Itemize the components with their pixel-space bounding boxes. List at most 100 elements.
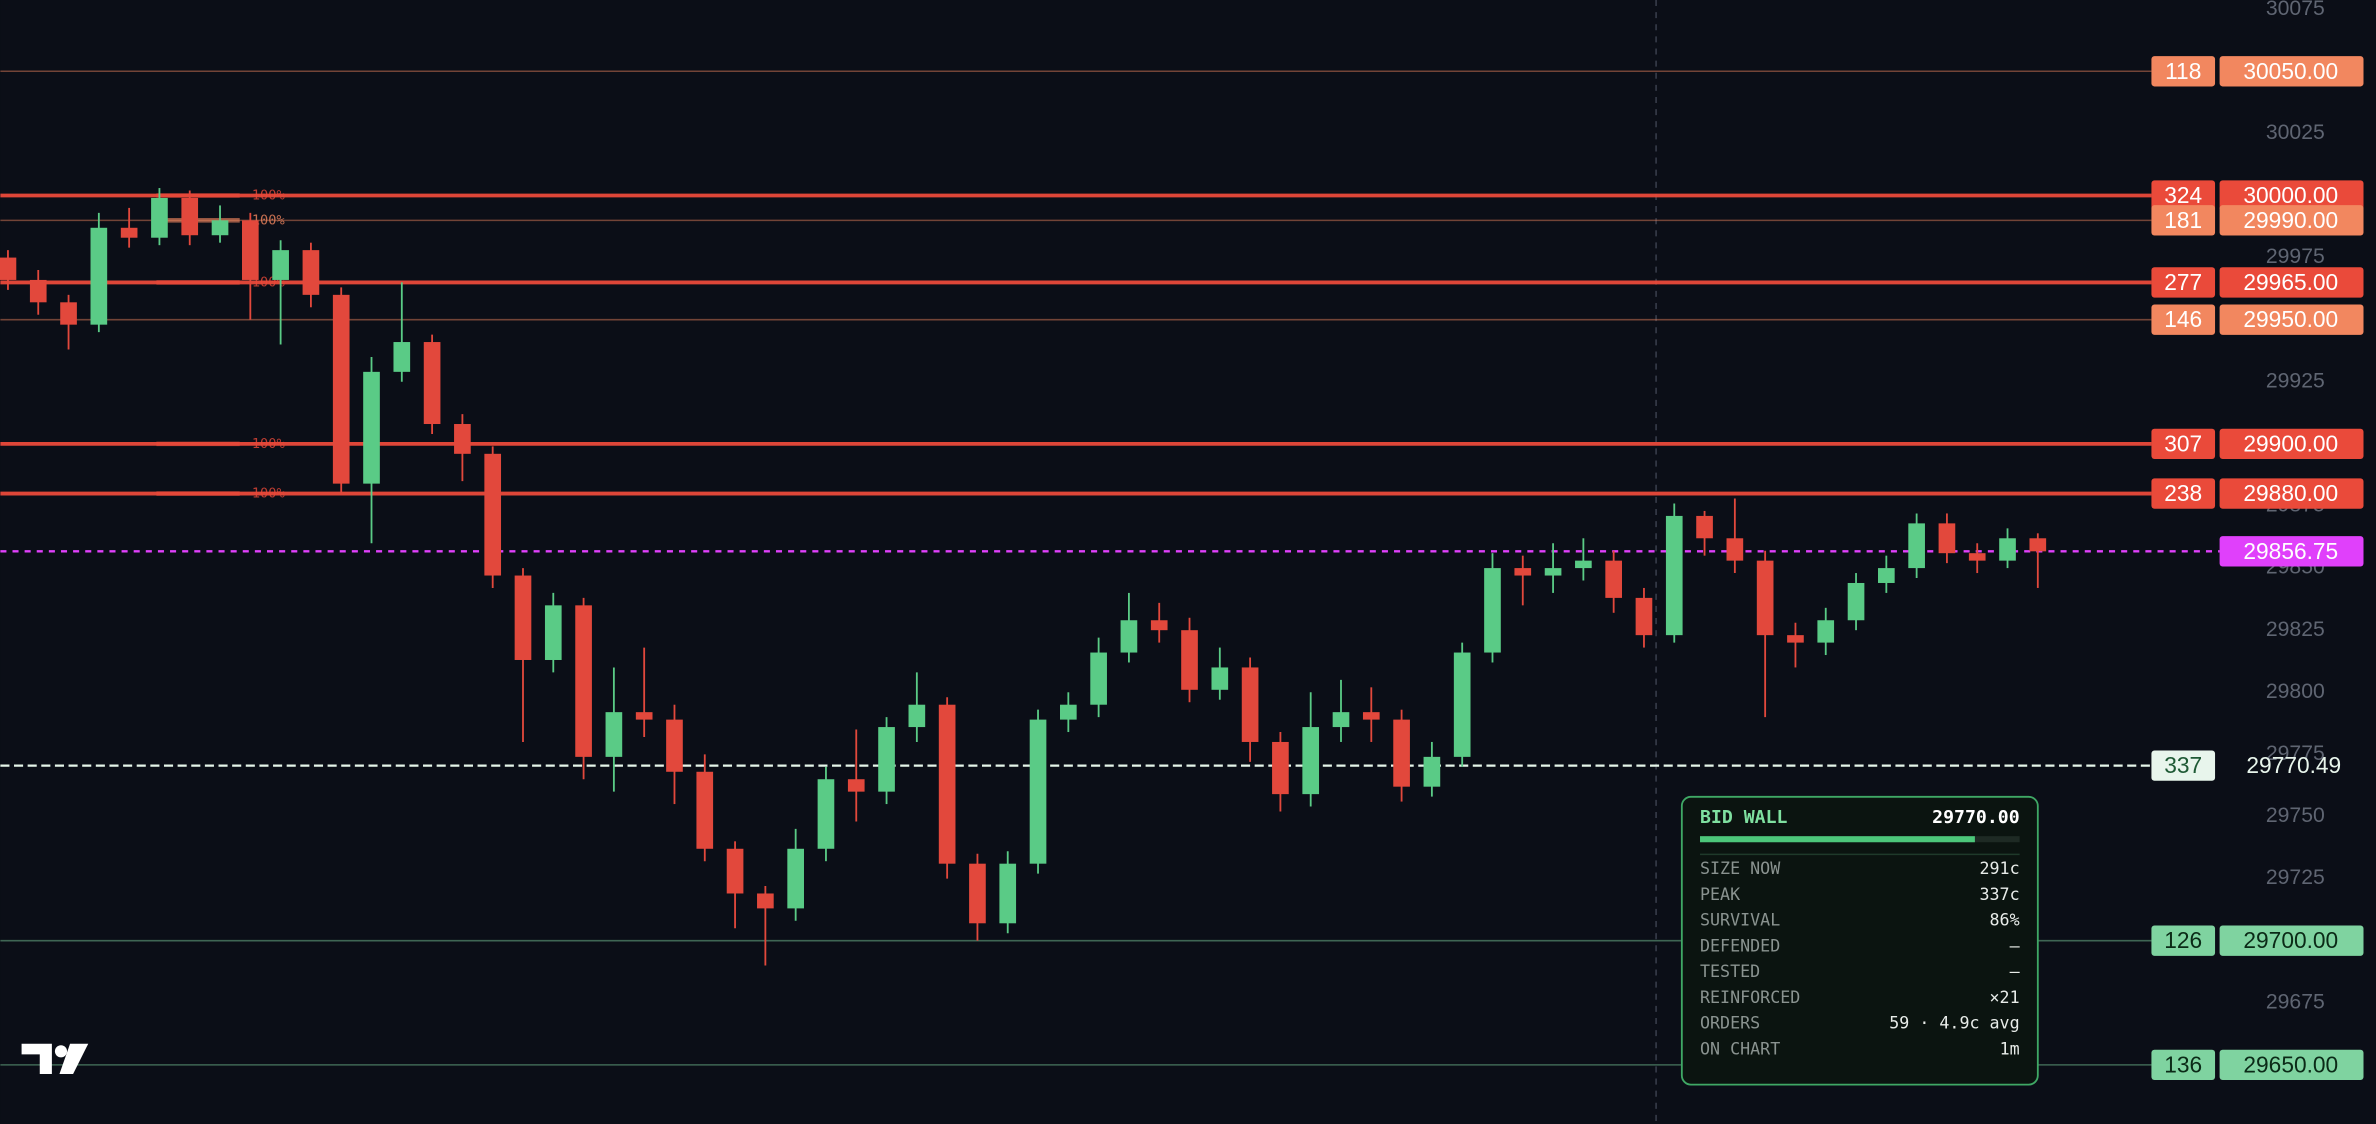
candle-body bbox=[908, 704, 926, 728]
candle-body bbox=[1241, 667, 1259, 742]
tooltip-box bbox=[1680, 795, 2039, 1086]
candle-body bbox=[1999, 538, 2016, 561]
candle-body bbox=[1453, 652, 1471, 757]
levels: 100%100%100%100%100% bbox=[0, 62, 2220, 1074]
y-tick-label: 29800 bbox=[2266, 680, 2325, 703]
candle-body bbox=[272, 250, 289, 280]
y-tick-label: 29825 bbox=[2266, 618, 2325, 641]
fill-label: 100% bbox=[252, 212, 285, 228]
price-tag bbox=[2219, 1049, 2364, 1081]
y-tick-label: 30075 bbox=[2266, 0, 2325, 20]
price-label: 29700.00 bbox=[2243, 927, 2338, 953]
price-tag bbox=[2219, 205, 2364, 236]
candle-body bbox=[1181, 630, 1198, 690]
candle-body bbox=[969, 863, 986, 924]
tooltip-key: TESTED bbox=[1700, 962, 1760, 981]
y-tick-label: 29750 bbox=[2266, 804, 2325, 827]
candle-body bbox=[1211, 667, 1229, 690]
candle-body bbox=[60, 302, 77, 325]
candle-body bbox=[1878, 568, 1895, 583]
fill-label: 100% bbox=[252, 436, 285, 452]
candle-body bbox=[120, 227, 138, 238]
tooltip-key: ORDERS bbox=[1700, 1014, 1760, 1033]
size-tag bbox=[2151, 428, 2216, 460]
price-label: 29880.00 bbox=[2243, 480, 2338, 506]
price-label: 30050.00 bbox=[2243, 58, 2338, 84]
tooltip-key: ON CHART bbox=[1700, 1039, 1780, 1058]
candle-body bbox=[1332, 712, 1350, 728]
candle-body bbox=[363, 371, 380, 484]
tooltip-value: — bbox=[2010, 936, 2021, 955]
candle-body bbox=[1968, 553, 1986, 561]
candle-body bbox=[1817, 620, 1835, 643]
size-label: 307 bbox=[2164, 430, 2202, 456]
candle-body bbox=[1908, 523, 1925, 569]
candle-body bbox=[1362, 712, 1380, 720]
candle-body bbox=[1726, 538, 1744, 561]
y-tick-label: 29675 bbox=[2266, 990, 2325, 1013]
candle-body bbox=[575, 605, 592, 757]
candle-body bbox=[635, 712, 653, 720]
y-tick-label: 29925 bbox=[2266, 369, 2325, 392]
size-label: 136 bbox=[2164, 1051, 2202, 1077]
candle-body bbox=[241, 220, 259, 280]
price-tag bbox=[2219, 267, 2364, 298]
candle-body bbox=[393, 342, 411, 372]
tooltip-value: 86% bbox=[1990, 911, 2020, 930]
size-label: 126 bbox=[2164, 927, 2202, 953]
last-price-tag bbox=[2219, 536, 2364, 567]
price-tag bbox=[2219, 925, 2364, 956]
candle-body bbox=[1605, 560, 1622, 598]
candle-body bbox=[1635, 597, 1653, 636]
size-tag bbox=[2151, 1049, 2216, 1081]
candle-body bbox=[1514, 568, 1532, 576]
candle-body bbox=[757, 893, 774, 909]
candle-body bbox=[1029, 719, 1047, 864]
candle-body bbox=[1302, 727, 1320, 795]
size-label: 238 bbox=[2164, 480, 2202, 506]
price-label: 29950.00 bbox=[2243, 306, 2338, 332]
candle-body bbox=[1150, 620, 1168, 631]
candle-body bbox=[484, 453, 502, 576]
candle-body bbox=[696, 771, 714, 849]
candle-body bbox=[1544, 568, 1562, 576]
level-tags: 118 30050.00 324 30000.00 181 29990.00 277 2996… bbox=[2151, 56, 2364, 1081]
candle-body bbox=[454, 424, 471, 454]
price-tag bbox=[2219, 478, 2364, 509]
survival-bar bbox=[1700, 836, 1975, 843]
candle-body bbox=[0, 257, 17, 280]
tooltip-key: PEAK bbox=[1700, 885, 1740, 904]
size-label: 324 bbox=[2164, 182, 2202, 208]
candle-body bbox=[1120, 620, 1138, 653]
candle-body bbox=[1847, 582, 1865, 621]
candle-body bbox=[666, 719, 683, 772]
candle-body bbox=[151, 197, 168, 238]
candle-body bbox=[211, 220, 229, 236]
price-tag bbox=[2219, 304, 2364, 335]
fill-label: 100% bbox=[252, 187, 285, 203]
candle-body bbox=[1696, 515, 1713, 539]
candle-body bbox=[999, 863, 1017, 924]
size-label: 181 bbox=[2164, 207, 2202, 233]
price-label: 29650.00 bbox=[2243, 1051, 2338, 1077]
tooltip-key: SURVIVAL bbox=[1700, 911, 1780, 930]
candle-body bbox=[1393, 719, 1410, 787]
candle-body bbox=[1090, 652, 1107, 705]
candle-body bbox=[847, 779, 865, 792]
candle-body bbox=[1756, 560, 1774, 636]
y-tick-label: 29725 bbox=[2266, 866, 2325, 889]
price-label: 29990.00 bbox=[2243, 207, 2338, 233]
size-tag bbox=[2151, 180, 2216, 211]
size-label: 146 bbox=[2164, 306, 2202, 332]
candle-body bbox=[181, 197, 199, 236]
tooltip-key: SIZE NOW bbox=[1700, 859, 1781, 878]
candle-body bbox=[787, 848, 804, 909]
tooltip: BID WALL 29770.00 SIZE NOW 291c PEAK 337c SURV… bbox=[1680, 795, 2039, 1086]
candle-body bbox=[514, 575, 532, 660]
candle-body bbox=[90, 227, 108, 325]
tooltip-value: — bbox=[2010, 962, 2021, 981]
candle-body bbox=[1484, 568, 1501, 653]
price-tag bbox=[2219, 428, 2364, 460]
tooltip-value: 1m bbox=[2000, 1039, 2020, 1058]
price-tag bbox=[2219, 56, 2364, 87]
